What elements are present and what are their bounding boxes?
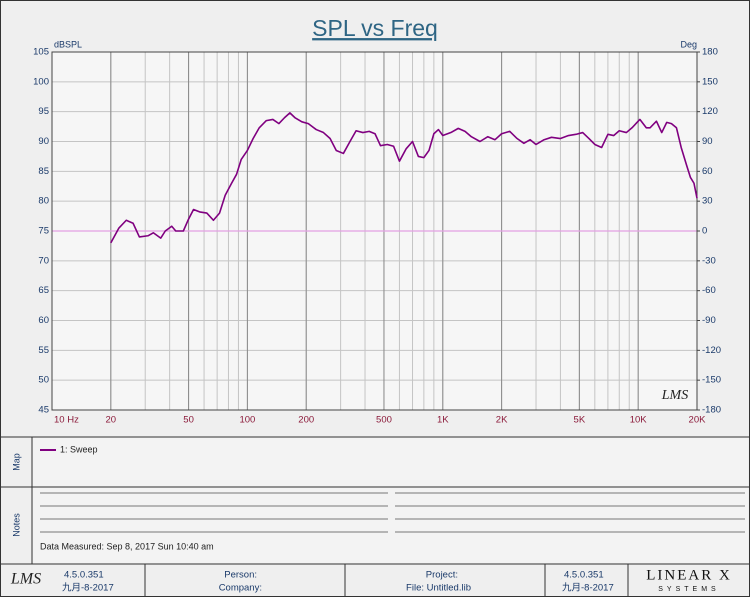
x-tick-label: 200	[298, 415, 314, 426]
x-tick-label: 50	[183, 415, 194, 426]
y2-tick-label: 180	[702, 47, 718, 58]
x-tick-label: 500	[376, 415, 392, 426]
person: Person:	[224, 570, 257, 581]
plot-border	[51, 51, 698, 411]
file: File: Untitled.lib	[406, 583, 471, 594]
version: 4.5.0.351	[64, 570, 104, 581]
y2-tick-label: -90	[702, 315, 716, 326]
chart-title: SPL vs Freq	[312, 15, 438, 41]
project: Project:	[426, 570, 458, 581]
x-tick-label: 100	[239, 415, 255, 426]
date: 九月-8-2017	[62, 582, 114, 594]
y2-tick-label: -120	[702, 345, 721, 356]
notes-label: Notes	[11, 513, 21, 537]
y2-tick-label: 60	[702, 166, 713, 177]
y-axis-label: dBSPL	[54, 39, 82, 49]
y-tick-label: 70	[38, 255, 49, 266]
x-tick-label: 20K	[689, 415, 707, 426]
y-tick-label: 65	[38, 285, 49, 296]
y2-tick-label: -150	[702, 375, 721, 386]
notes-panel	[33, 488, 748, 563]
x-tick-label: 10K	[630, 415, 648, 426]
y2-axis-label: Deg	[680, 39, 697, 49]
footer-dividers	[144, 564, 629, 597]
y2-tick-label: -30	[702, 255, 716, 266]
y2-tick-label: 0	[702, 226, 707, 237]
y-tick-label: 95	[38, 106, 49, 117]
y2-tick-label: -60	[702, 285, 716, 296]
version: 4.5.0.351	[564, 570, 604, 581]
y-tick-label: 75	[38, 226, 49, 237]
x-tick-label: 1K	[437, 415, 449, 426]
x-tick-label: 10 Hz	[54, 415, 79, 426]
y-tick-label: 60	[38, 315, 49, 326]
company: Company:	[219, 583, 262, 594]
y2-tick-label: -180	[702, 405, 721, 416]
y-tick-label: 50	[38, 375, 49, 386]
y2-tick-label: 90	[702, 136, 713, 147]
map-label: Map	[11, 453, 21, 471]
y2-tick-label: 30	[702, 196, 713, 207]
y-tick-label: 85	[38, 166, 49, 177]
y2-tick-label: 150	[702, 76, 718, 87]
y2-tick-label: 120	[702, 106, 718, 117]
logo: LMS	[661, 388, 688, 403]
y-tick-label: 80	[38, 196, 49, 207]
legend-label: 1: Sweep	[60, 444, 98, 454]
map-panel	[33, 438, 748, 486]
y-tick-label: 45	[38, 405, 49, 416]
y-tick-label: 90	[38, 136, 49, 147]
x-tick-label: 20	[106, 415, 117, 426]
brand: LINEAR X	[646, 567, 732, 583]
x-tick-label: 5K	[574, 415, 586, 426]
series-line	[110, 112, 698, 244]
y-tick-label: 105	[33, 47, 49, 58]
date: 九月-8-2017	[562, 582, 614, 594]
y-tick-label: 100	[33, 76, 49, 87]
x-tick-label: 2K	[496, 415, 508, 426]
footer-logo: LMS	[10, 571, 41, 588]
note-lines	[40, 492, 745, 533]
data-measured: Data Measured: Sep 8, 2017 Sun 10:40 am	[40, 541, 214, 551]
brand-sub: SYSTEMS	[658, 586, 719, 593]
y-tick-label: 55	[38, 345, 49, 356]
